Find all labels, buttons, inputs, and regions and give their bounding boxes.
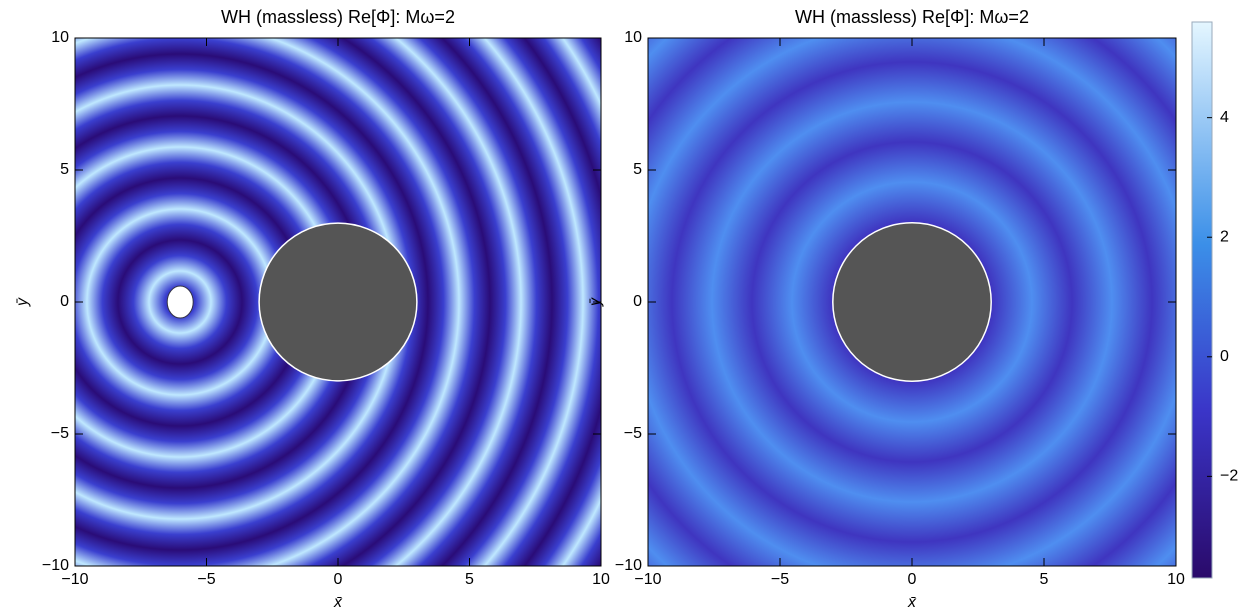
- y-tick-label: −10: [615, 557, 642, 574]
- x-tick-label: 0: [334, 571, 343, 588]
- y-tick-label: 5: [633, 161, 642, 178]
- plot-area: [648, 38, 1176, 566]
- throat-disk: [258, 222, 418, 382]
- singular-spot: [166, 285, 194, 319]
- colorbar-tick-label: 2: [1220, 228, 1229, 245]
- colorbar: [1191, 21, 1213, 579]
- colorbar-tick-label: 0: [1220, 348, 1229, 365]
- x-tick-label: 10: [592, 571, 610, 588]
- y-tick-label: 10: [51, 29, 69, 46]
- x-label: x̄: [333, 594, 343, 611]
- x-tick-label: −10: [634, 571, 661, 588]
- colorbar-tick-label: −2: [1220, 468, 1238, 485]
- y-label: ȳ: [587, 297, 604, 307]
- y-tick-label: −5: [51, 425, 69, 442]
- title: WH (massless) Re[Φ]: Mω=2: [221, 7, 455, 27]
- y-tick-label: −5: [624, 425, 642, 442]
- y-label: ȳ: [14, 297, 31, 307]
- plot-area: [75, 38, 601, 566]
- y-tick-label: 5: [60, 161, 69, 178]
- y-tick-label: 0: [60, 293, 69, 310]
- y-tick-label: 0: [633, 293, 642, 310]
- x-tick-label: 5: [465, 571, 474, 588]
- title: WH (massless) Re[Φ]: Mω=2: [795, 7, 1029, 27]
- x-tick-label: 5: [1040, 571, 1049, 588]
- x-tick-label: −5: [771, 571, 789, 588]
- x-tick-label: 10: [1167, 571, 1185, 588]
- y-tick-label: −10: [42, 557, 69, 574]
- x-tick-label: −10: [61, 571, 88, 588]
- x-label: x̄: [907, 594, 917, 611]
- throat-disk: [832, 222, 992, 382]
- colorbar-tick-label: 4: [1220, 109, 1229, 126]
- y-tick-label: 10: [624, 29, 642, 46]
- x-tick-label: 0: [908, 571, 917, 588]
- x-tick-label: −5: [197, 571, 215, 588]
